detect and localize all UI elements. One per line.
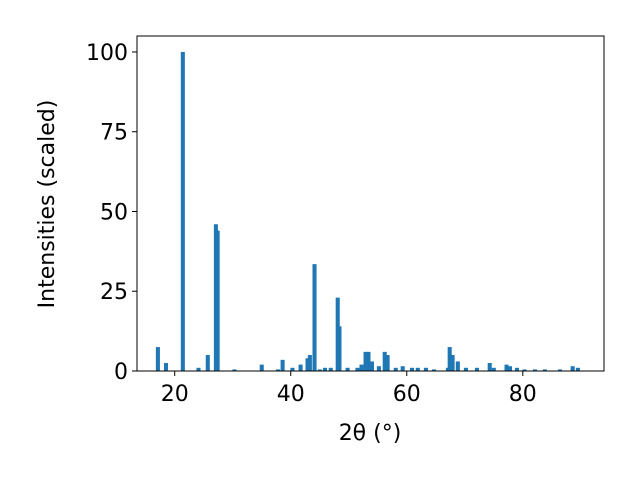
bar [487,363,492,371]
bar [366,351,371,371]
bar [298,364,303,371]
bar [385,355,390,371]
bar [322,367,327,371]
bar [514,367,520,371]
bar [522,369,527,371]
x-tick-label: 80 [509,382,537,407]
bar [232,369,237,371]
bar [155,347,160,371]
bar [474,367,479,371]
y-tick-label: 100 [86,41,128,66]
bar [376,366,381,371]
bar [369,361,374,371]
bar [532,369,537,371]
x-tick-label: 40 [277,382,305,407]
bar [557,369,562,371]
bar [491,367,496,371]
bar [455,361,460,371]
bar [431,369,437,371]
bar [345,367,350,371]
bar [275,369,281,371]
bar [312,264,317,371]
bar [504,364,509,371]
bar [570,366,575,371]
bar [363,351,368,371]
bar [290,367,295,371]
bar [163,363,169,371]
plot-frame [136,35,605,372]
bar [415,367,420,371]
bar [215,230,220,371]
bar [393,367,398,371]
bar [400,366,405,371]
bar [337,326,342,371]
y-axis-label: Intensities (scaled) [35,100,60,309]
bar [359,364,364,371]
bar [328,367,333,371]
bar [507,366,513,371]
bar [542,369,547,371]
bar [382,351,387,371]
bar [307,355,312,371]
x-tick-label: 20 [161,382,189,407]
bar [180,51,185,371]
y-tick-label: 75 [100,121,128,146]
bar [280,359,285,371]
bar [423,367,428,371]
x-tick-label: 60 [393,382,421,407]
bar [196,367,201,371]
bar [259,364,264,371]
bar [575,367,580,371]
x-axis-label: 2θ (°) [339,421,402,446]
bar [355,367,360,371]
bar [409,367,415,371]
bar [205,355,210,371]
bar [305,358,310,371]
bar [447,347,452,371]
bar [450,355,455,371]
y-tick-label: 50 [100,200,128,225]
bar [463,367,468,371]
y-tick-label: 25 [100,280,128,305]
bar [317,369,322,371]
y-tick-label: 0 [114,360,128,385]
